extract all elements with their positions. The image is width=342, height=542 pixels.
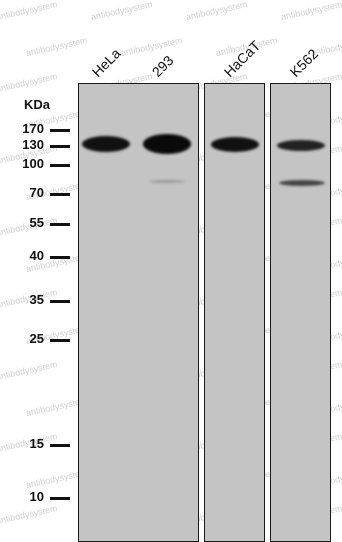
marker-tick-10: [50, 497, 70, 500]
band-k562-130: [277, 140, 325, 151]
marker-label-40: 40: [29, 248, 44, 263]
band-k562-75: [279, 180, 325, 186]
marker-tick-70: [50, 193, 70, 196]
watermark-text: antibodysystem: [185, 0, 248, 22]
marker-label-70: 70: [29, 185, 44, 200]
marker-tick-25: [50, 339, 70, 342]
kda-unit-label: KDa: [24, 97, 51, 112]
marker-tick-100: [50, 164, 70, 167]
marker-label-55: 55: [29, 215, 44, 230]
lane-label-293: 293: [148, 52, 177, 80]
marker-label-170: 170: [22, 121, 44, 136]
lane-label-k562: K562: [286, 45, 322, 80]
marker-label-130: 130: [22, 137, 44, 152]
watermark-text: antibodysystem: [0, 359, 58, 382]
blot-panel-1: [78, 83, 199, 542]
blot-panel-2: [204, 83, 265, 542]
marker-label-35: 35: [29, 292, 44, 307]
marker-tick-35: [50, 300, 70, 303]
marker-label-25: 25: [29, 331, 44, 346]
watermark-text: antibodysystem: [90, 0, 153, 22]
marker-tick-40: [50, 256, 70, 259]
band-293-faint: [149, 180, 185, 183]
watermark-text: antibodysystem: [120, 35, 183, 58]
marker-tick-55: [50, 223, 70, 226]
watermark-text: antibodysystem: [25, 35, 88, 58]
watermark-text: antibodysystem: [0, 71, 58, 94]
watermark-text: antibodysystem: [280, 0, 342, 22]
marker-tick-15: [50, 444, 70, 447]
marker-label-100: 100: [22, 156, 44, 171]
band-293-130: [143, 134, 191, 154]
band-hacat-130: [211, 137, 259, 152]
watermark-text: antibodysystem: [0, 503, 58, 526]
watermark-text: antibodysystem: [0, 0, 58, 22]
marker-tick-170: [50, 129, 70, 132]
marker-label-15: 15: [29, 436, 44, 451]
lane-label-hacat: HaCaT: [220, 37, 264, 80]
lane-label-hela: HeLa: [88, 45, 124, 80]
marker-tick-130: [50, 145, 70, 148]
band-hela-130: [82, 136, 130, 152]
marker-label-10: 10: [29, 489, 44, 504]
blot-panel-3: [270, 83, 331, 542]
